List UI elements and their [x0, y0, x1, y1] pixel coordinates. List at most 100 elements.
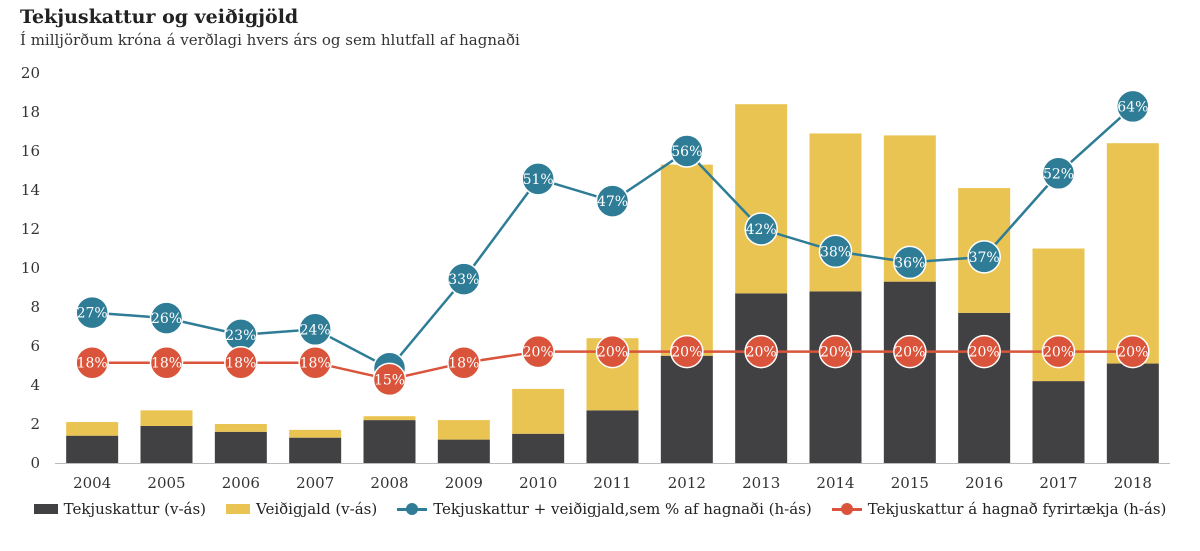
x-tick-label: 2006 — [222, 474, 260, 492]
x-tick-label: 2007 — [296, 474, 334, 492]
bar-tekjuskattur — [1032, 381, 1085, 463]
bar-veidigjald — [735, 104, 788, 294]
x-tick-label: 2017 — [1039, 474, 1077, 492]
marker-total-percent — [149, 301, 184, 335]
marker-tax-rate — [818, 334, 853, 369]
y-tick-label: 18 — [21, 103, 40, 121]
data-label-total-percent: 24% — [300, 322, 331, 338]
bar-tekjuskattur — [363, 420, 416, 463]
marker-tax-rate — [447, 345, 481, 380]
legend-label-tax-rate: Tekjuskattur á hagnað fyrirtækja (h-ás) — [867, 500, 1167, 518]
marker-total-percent — [447, 262, 481, 296]
bar-tekjuskattur — [586, 410, 639, 463]
bar-veidigjald — [214, 424, 267, 432]
bar-veidigjald — [437, 420, 490, 440]
x-tick-label: 2011 — [593, 474, 631, 492]
bar-tekjuskattur — [660, 355, 713, 463]
data-label-total-percent: 52% — [1043, 166, 1074, 182]
x-tick-label: 2013 — [742, 474, 780, 492]
data-label-total-percent: 26% — [151, 311, 182, 327]
x-tick-label: 2014 — [816, 474, 854, 492]
data-label-total-percent: 51% — [523, 172, 554, 188]
bar-veidigjald — [660, 164, 713, 356]
x-tick-label: 2004 — [73, 474, 111, 492]
bar-tekjuskattur — [735, 293, 788, 463]
legend-item-tax-rate: Tekjuskattur á hagnað fyrirtækja (h-ás) — [831, 500, 1167, 518]
data-label-total-percent: 23% — [225, 328, 256, 344]
x-tick-label: 2008 — [370, 474, 408, 492]
marker-tax-rate — [670, 334, 704, 369]
marker-total-percent — [75, 295, 109, 330]
legend-swatch-total-percent — [397, 503, 428, 515]
marker-tax-rate — [1116, 334, 1150, 369]
marker-tax-rate — [521, 334, 555, 369]
marker-total-percent — [818, 234, 853, 269]
marker-total-percent — [967, 240, 1001, 274]
y-tick-label: 2 — [30, 415, 40, 433]
y-tick-label: 16 — [21, 142, 40, 160]
y-tick-label: 8 — [30, 298, 40, 316]
data-label-tax-rate: 18% — [151, 356, 182, 372]
data-label-total-percent: 33% — [448, 272, 479, 288]
bar-tekjuskattur — [809, 291, 862, 463]
data-label-tax-rate: 20% — [671, 345, 702, 361]
x-tick-label: 2015 — [891, 474, 929, 492]
data-label-tax-rate: 20% — [1117, 345, 1148, 361]
marker-total-percent — [1116, 89, 1150, 124]
combo-chart: 0 2 4 6 8 10 12 14 16 18 20 2004 2005 2006 2007 2008 200… — [21, 64, 1170, 492]
data-label-total-percent: 27% — [77, 306, 108, 322]
bar-tekjuskattur — [883, 281, 936, 463]
marker-total-percent — [893, 245, 927, 280]
y-tick-label: 20 — [21, 64, 40, 82]
data-label-total-percent: 47% — [597, 194, 628, 210]
marker-total-percent — [670, 134, 704, 168]
data-label-tax-rate: 18% — [300, 356, 331, 372]
y-tick-label: 4 — [30, 376, 40, 394]
bar-tekjuskattur — [140, 425, 193, 463]
legend-label-veidigjald: Veiðigjald (v-ás) — [256, 500, 378, 518]
chart-subtitle: Í milljörðum króna á verðlagi hvers árs … — [20, 31, 520, 49]
data-label-tax-rate: 18% — [77, 356, 108, 372]
marker-tax-rate — [967, 334, 1001, 369]
bar-veidigjald — [512, 388, 565, 434]
x-tick-label: 2012 — [668, 474, 706, 492]
marker-total-percent — [595, 184, 630, 218]
legend-item-veidigjald: Veiðigjald (v-ás) — [226, 500, 377, 518]
y-tick-label: 0 — [30, 454, 40, 472]
legend-swatch-tax-rate — [831, 503, 862, 515]
legend-label-total-percent: Tekjuskattur + veiðigjald,sem % af hagna… — [433, 500, 812, 518]
legend-swatch-tekjuskattur — [33, 504, 58, 514]
data-label-tax-rate: 20% — [746, 345, 777, 361]
x-tick-label: 2018 — [1114, 474, 1152, 492]
data-label-tax-rate: 20% — [894, 345, 925, 361]
data-label-tax-rate: 15% — [374, 372, 405, 388]
data-label-total-percent: 64% — [1117, 99, 1148, 115]
bar-veidigjald — [140, 410, 193, 426]
data-label-tax-rate: 20% — [969, 345, 1000, 361]
bar-veidigjald — [363, 416, 416, 421]
bar-tekjuskattur — [289, 437, 342, 463]
bar-tekjuskattur — [437, 439, 490, 463]
data-label-total-percent: 36% — [894, 255, 925, 271]
x-tick-label: 2016 — [965, 474, 1003, 492]
data-label-tax-rate: 18% — [225, 356, 256, 372]
bar-tekjuskattur — [66, 435, 119, 463]
legend-item-total-percent: Tekjuskattur + veiðigjald,sem % af hagna… — [397, 500, 812, 518]
legend-item-tekjuskattur: Tekjuskattur (v-ás) — [33, 500, 206, 518]
x-tick-label: 2009 — [445, 474, 483, 492]
y-tick-label: 10 — [21, 259, 40, 277]
data-label-tax-rate: 20% — [820, 345, 851, 361]
data-label-tax-rate: 18% — [448, 356, 479, 372]
bar-veidigjald — [1106, 143, 1159, 364]
data-label-total-percent: 37% — [969, 250, 1000, 266]
x-tick-label: 2010 — [519, 474, 557, 492]
bar-tekjuskattur — [512, 433, 565, 463]
marker-total-percent — [298, 312, 332, 347]
marker-tax-rate — [893, 334, 927, 369]
bar-tekjuskattur — [214, 431, 267, 463]
data-label-tax-rate: 20% — [1043, 345, 1074, 361]
marker-tax-rate — [1041, 334, 1076, 369]
marker-tax-rate — [224, 345, 258, 380]
marker-total-percent — [744, 212, 778, 246]
marker-tax-rate — [75, 345, 109, 380]
